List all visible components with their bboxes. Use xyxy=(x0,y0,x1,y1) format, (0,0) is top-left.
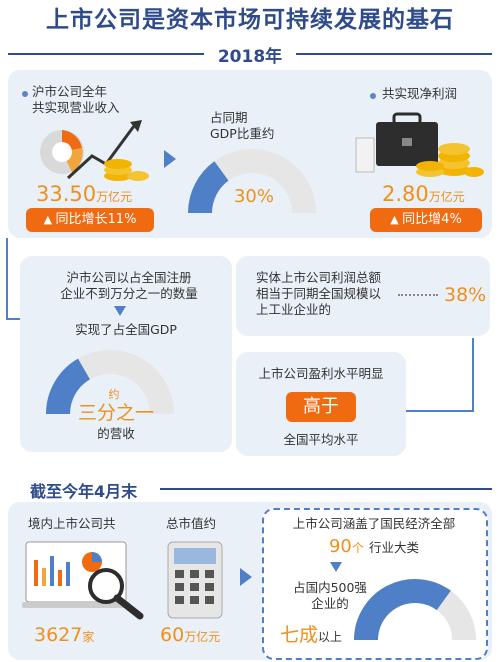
top500-share-tail: 以上 xyxy=(318,630,343,644)
revenue-value: 33.50 xyxy=(36,182,97,206)
market-cap-unit: 万亿元 xyxy=(184,630,221,644)
coverage-value-row: 90个 行业大类 xyxy=(268,536,480,557)
year-header: 2018年 xyxy=(0,40,500,68)
revenue-growth-text: 同比增长11% xyxy=(55,212,137,227)
margin-tail-text: 全国平均水平 xyxy=(283,432,359,447)
coverage-value: 90 xyxy=(328,536,352,557)
page-title: 上市公司是资本市场可持续发展的基石 xyxy=(46,7,454,33)
year-label: 2018年 xyxy=(217,47,283,67)
gauge-fill xyxy=(46,358,91,415)
bullet-icon xyxy=(22,91,28,97)
arrow-down-icon xyxy=(114,306,126,316)
top500-text: 占国内500强 企业的 xyxy=(293,580,367,611)
listed-value: 3627 xyxy=(34,624,83,646)
connector-line xyxy=(406,410,474,412)
connector-line xyxy=(472,338,474,412)
fraction-text: 三分之一 xyxy=(77,402,154,424)
register-text: 沪市公司以占全国注册 企业不到万分之一的数量 xyxy=(60,270,198,301)
gauge-fill xyxy=(188,161,229,214)
market-cap-value-row: 60万亿元 xyxy=(160,624,270,646)
approx-label: 约 xyxy=(108,388,120,401)
coverage-tail: 行业大类 xyxy=(369,540,420,555)
section2-title: 截至今年4月末 xyxy=(30,482,138,501)
margin-badge: 高于 xyxy=(286,392,356,422)
divider xyxy=(8,53,204,55)
top500-share-row: 七成以上 xyxy=(280,620,390,647)
arrow-right-icon xyxy=(240,568,252,586)
revenue-unit: 万亿元 xyxy=(96,190,133,204)
coverage-unit: 个 xyxy=(351,541,364,555)
profit-value: 2.80 xyxy=(382,182,429,206)
revenue-label: 沪市公司全年 共实现营业收入 xyxy=(32,84,120,115)
calculator-icon xyxy=(167,541,223,619)
profit-growth-text: 同比增4% xyxy=(402,212,462,227)
gdp-share-label: 占同期 GDP比重约 xyxy=(210,110,275,141)
register-gauge xyxy=(46,350,174,415)
listed-unit: 家 xyxy=(82,630,95,644)
gdp-share-percent: 30% xyxy=(233,186,274,207)
arrow-down-icon xyxy=(330,562,342,572)
connector-line xyxy=(6,318,20,320)
register-gdp-text: 实现了占全国GDP xyxy=(75,322,177,337)
market-cap-label: 总市值约 xyxy=(166,516,217,531)
coverage-text: 上市公司涵盖了国民经济全部 xyxy=(292,516,456,531)
bullet-icon xyxy=(370,93,376,99)
profit-label: 共实现净利润 xyxy=(382,86,458,101)
gauge-fill xyxy=(354,579,451,641)
revenue-tail-text: 的营收 xyxy=(97,426,135,441)
profit-growth-badge: ▲ 同比增4% xyxy=(370,208,482,232)
top500-share: 七成 xyxy=(280,624,319,646)
laptop-magnifier-icon xyxy=(22,541,144,620)
dotted-leader xyxy=(398,294,438,296)
profit-scale-text: 实体上市公司利润总额 相当于同期全国规模以 上工业企业的 xyxy=(256,270,382,317)
revenue-value-row: 33.50万亿元 xyxy=(36,182,166,206)
margin-text: 上市公司盈利水平明显 xyxy=(258,366,384,381)
divider xyxy=(296,53,492,55)
connector-line xyxy=(6,238,8,320)
divider xyxy=(160,488,492,490)
profit-value-row: 2.80万亿元 xyxy=(382,182,492,206)
briefcase-coins-icon xyxy=(355,112,484,177)
profit-scale-percent: 38% xyxy=(444,284,487,306)
listed-value-row: 3627家 xyxy=(34,624,144,646)
gdp-share-gauge xyxy=(188,149,316,214)
market-cap-value: 60 xyxy=(160,624,185,646)
revenue-chart-illustration-icon xyxy=(40,120,149,181)
arrow-right-icon xyxy=(164,150,176,168)
profit-scale-panel xyxy=(236,256,490,336)
profit-unit: 万亿元 xyxy=(428,190,465,204)
listed-label: 境内上市公司共 xyxy=(28,516,116,531)
revenue-growth-badge: ▲ 同比增长11% xyxy=(26,208,154,232)
top500-gauge xyxy=(354,579,476,641)
section2-header: 截至今年4月末 xyxy=(8,474,500,502)
